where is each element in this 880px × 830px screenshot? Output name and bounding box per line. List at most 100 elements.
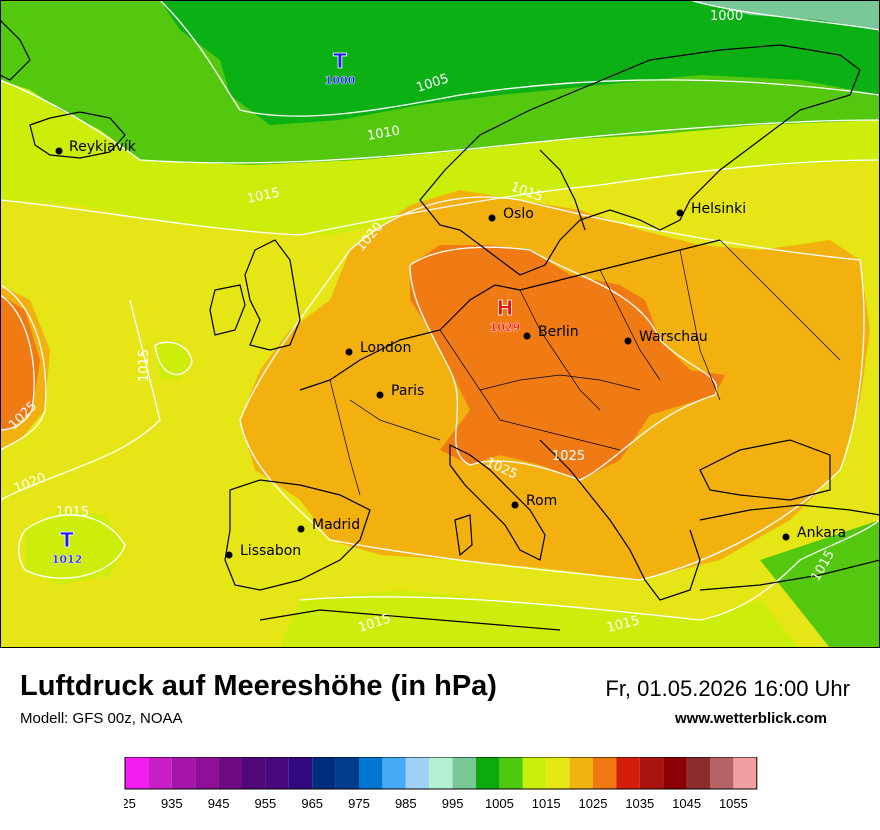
- legend-swatch: [733, 757, 757, 789]
- legend-frame: [124, 756, 758, 790]
- city-name: Ankara: [797, 525, 846, 541]
- legend-swatch: [710, 757, 734, 789]
- city-reykjavik: Reykjavík: [55, 139, 137, 155]
- legend-svg: 925 935 945 955 965 975 985 995 1005 1015 1025 1035…: [114, 756, 758, 811]
- legend-swatch: [218, 757, 242, 789]
- low-letter: T: [60, 528, 74, 552]
- legend-swatch: [125, 757, 149, 789]
- legend-swatch: [429, 757, 453, 789]
- field-west-1025: [0, 295, 40, 430]
- legend-swatch: [616, 757, 640, 789]
- legend-tick-label: 1015: [532, 796, 561, 811]
- field-se-1010: [760, 520, 880, 648]
- legend-tick-label: 995: [442, 796, 464, 811]
- city-name: Lissabon: [240, 543, 301, 559]
- high-value: 1029: [490, 321, 521, 334]
- isobar-label: 1015: [246, 185, 281, 207]
- city-dot: [511, 501, 519, 509]
- city-madrid: Madrid: [297, 517, 360, 533]
- website-label: www.wetterblick.com: [675, 710, 827, 727]
- legend-tick-label: 1035: [625, 796, 654, 811]
- map-svg: 1000 1005 1010 1015 1015 1015 1015 1015 …: [0, 0, 880, 648]
- legend-tick-label: 965: [301, 796, 323, 811]
- city-rom: Rom: [511, 493, 557, 509]
- legend-swatch: [288, 757, 313, 789]
- legend-tick-label: 945: [208, 796, 230, 811]
- legend-swatch: [148, 757, 172, 789]
- city-name: Paris: [391, 383, 424, 399]
- city-dot: [225, 551, 233, 559]
- legend-tick-label: 925: [124, 796, 136, 811]
- city-berlin: Berlin: [523, 324, 579, 340]
- city-oslo: Oslo: [488, 206, 534, 222]
- isobar-label: 1015: [56, 505, 89, 520]
- field-south-1015: [280, 590, 800, 648]
- city-dot: [488, 214, 496, 222]
- cities: Reykjavík Oslo Helsinki London Berlin Wa…: [55, 139, 846, 559]
- coastlines: [0, 19, 880, 631]
- legend-swatch: [593, 757, 617, 789]
- legend-swatch: [476, 757, 500, 789]
- legend-tick-label: 935: [161, 796, 183, 811]
- legend-tick-label: 975: [348, 796, 370, 811]
- legend-swatch: [382, 757, 406, 789]
- field-atlantic-1015: [155, 340, 192, 380]
- city-name: Berlin: [538, 324, 579, 340]
- low-value: 1000: [325, 74, 356, 87]
- legend-swatch: [686, 757, 710, 789]
- legend-tick-label: 1055: [719, 796, 748, 811]
- high-letter: H: [497, 296, 514, 320]
- isobar-label: 1025: [552, 449, 585, 464]
- legend-tick-label: 1025: [579, 796, 608, 811]
- legend-tick-label: 1045: [672, 796, 701, 811]
- city-name: Reykjavík: [69, 139, 137, 155]
- legend-swatch: [335, 757, 359, 789]
- legend-swatch: [312, 757, 336, 789]
- city-london: London: [345, 340, 411, 356]
- legend-swatch: [405, 757, 430, 789]
- low-letter: T: [333, 49, 347, 73]
- field-995-1000: [690, 0, 880, 30]
- city-name: Madrid: [312, 517, 360, 533]
- city-paris: Paris: [376, 383, 424, 399]
- chart-title: Luftdruck auf Meereshöhe (in hPa): [20, 670, 497, 702]
- legend-swatch: [265, 757, 289, 789]
- pressure-center-low-southwest: T 1012: [51, 528, 83, 567]
- city-dot: [523, 332, 531, 340]
- city-dot: [376, 391, 384, 399]
- borders: [329, 239, 841, 496]
- field-1025-1030: [410, 245, 725, 480]
- legend-tick-label: 1005: [485, 796, 514, 811]
- legend-swatch: [522, 757, 547, 789]
- city-name: Warschau: [639, 329, 708, 345]
- city-lissabon: Lissabon: [225, 543, 301, 559]
- legend-swatch: [546, 757, 570, 789]
- city-warschau: Warschau: [624, 329, 708, 345]
- legend-swatch: [195, 757, 219, 789]
- forecast-datetime: Fr, 01.05.2026 16:00 Uhr: [605, 676, 850, 701]
- city-ankara: Ankara: [782, 525, 846, 541]
- legend-tick-label: 985: [395, 796, 417, 811]
- color-scale-legend: 925 935 945 955 965 975 985 995 1005 1015 1025 1035…: [114, 756, 764, 822]
- legend-swatch: [359, 757, 383, 789]
- low-value: 1012: [52, 553, 83, 566]
- isobar-label: 1000: [710, 9, 743, 24]
- legend-swatch: [569, 757, 593, 789]
- legend-swatch: [452, 757, 476, 789]
- city-dot: [297, 525, 305, 533]
- pressure-center-low-north: T 1000: [324, 49, 356, 88]
- city-name: Helsinki: [691, 201, 746, 217]
- isobar-label: 1015: [137, 349, 152, 382]
- city-name: Rom: [526, 493, 557, 509]
- city-dot: [345, 348, 353, 356]
- city-dot: [782, 533, 790, 541]
- isobar-label: 1010: [366, 123, 401, 144]
- city-dot: [55, 147, 63, 155]
- legend-tick-label: 955: [255, 796, 277, 811]
- pressure-map: 1000 1005 1010 1015 1015 1015 1015 1015 …: [0, 0, 880, 648]
- city-name: Oslo: [503, 206, 534, 222]
- city-dot: [624, 337, 632, 345]
- isobars: [0, 0, 880, 621]
- legend-swatch: [499, 757, 523, 789]
- legend-swatch: [242, 757, 266, 789]
